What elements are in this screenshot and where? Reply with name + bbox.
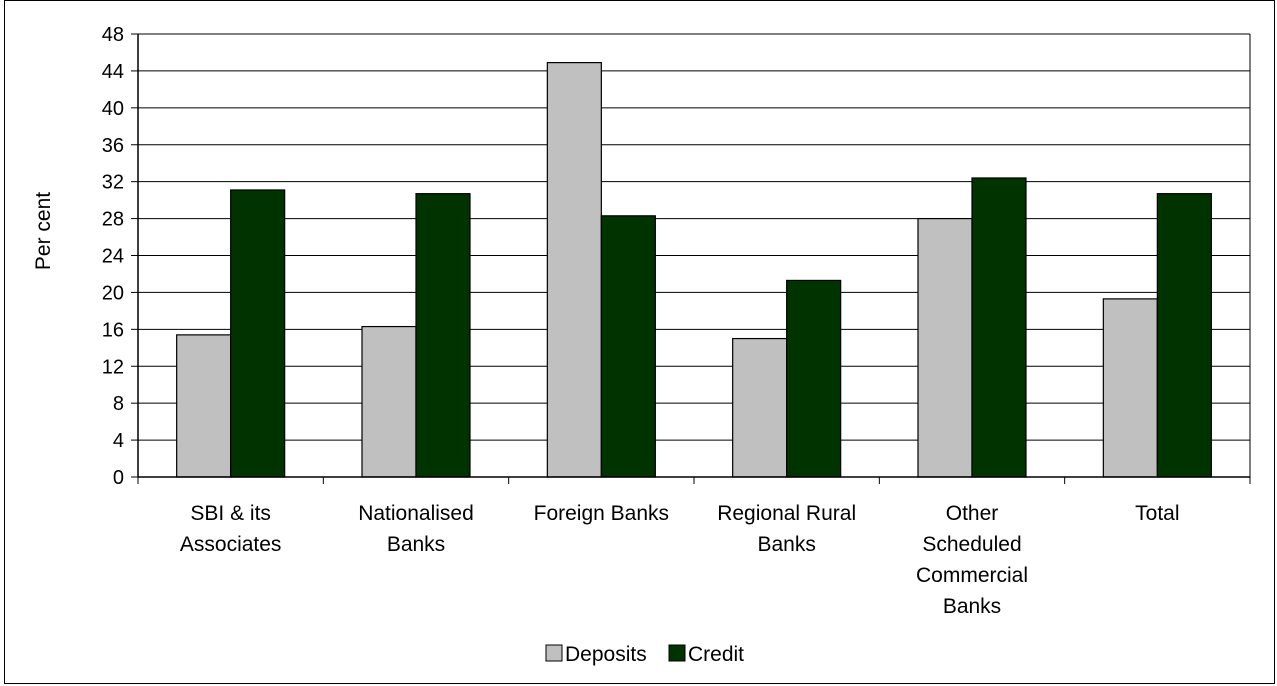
x-axis-labels: SBI & its Associates Nationalised Banks Fore… <box>180 502 1180 618</box>
bar-credit <box>600 215 656 478</box>
bar-deposits <box>176 334 232 478</box>
bar-deposits <box>732 337 788 478</box>
y-tick-label: 44 <box>102 61 124 83</box>
bar-credit <box>971 177 1027 478</box>
x-category-label: SBI & its Associates <box>180 502 282 556</box>
bars <box>176 62 1212 478</box>
legend-swatch-deposits <box>545 644 563 662</box>
axes <box>137 34 1251 484</box>
bar-credit <box>415 193 471 478</box>
y-tick-label: 12 <box>102 356 124 378</box>
bar-deposits <box>546 62 602 478</box>
x-category-label: Other Scheduled Commercial Banks <box>916 502 1028 618</box>
y-tick-label: 20 <box>102 282 124 304</box>
bar-credit <box>230 189 286 478</box>
gridlines <box>138 33 1250 441</box>
x-category-label: Foreign Banks <box>534 502 669 525</box>
y-axis-title: Per cent <box>32 192 55 270</box>
x-category-label: Total <box>1135 502 1179 525</box>
y-tick-label: 4 <box>113 430 124 452</box>
legend-swatch-credit <box>668 644 686 662</box>
bar-credit <box>786 279 842 478</box>
y-tick-label: 0 <box>113 467 124 489</box>
bar-deposits <box>917 217 973 478</box>
y-tick-label: 24 <box>102 246 124 268</box>
bar-deposits <box>1102 298 1158 478</box>
y-tick-label: 36 <box>102 135 124 157</box>
y-tick-label: 48 <box>102 24 124 46</box>
legend: Deposits Credit <box>545 643 744 666</box>
legend-label-credit: Credit <box>688 643 744 666</box>
bar-credit <box>1156 193 1212 478</box>
y-tick-label: 28 <box>102 209 124 231</box>
y-tick-label: 32 <box>102 172 124 194</box>
y-tick-label: 16 <box>102 319 124 341</box>
y-tick-label: 40 <box>102 98 124 120</box>
x-category-label: Nationalised Banks <box>358 502 474 556</box>
legend-label-deposits: Deposits <box>565 643 647 666</box>
x-category-label: Regional Rural Banks <box>717 502 856 556</box>
y-tick-label: 8 <box>113 393 124 415</box>
bar-deposits <box>361 325 417 478</box>
